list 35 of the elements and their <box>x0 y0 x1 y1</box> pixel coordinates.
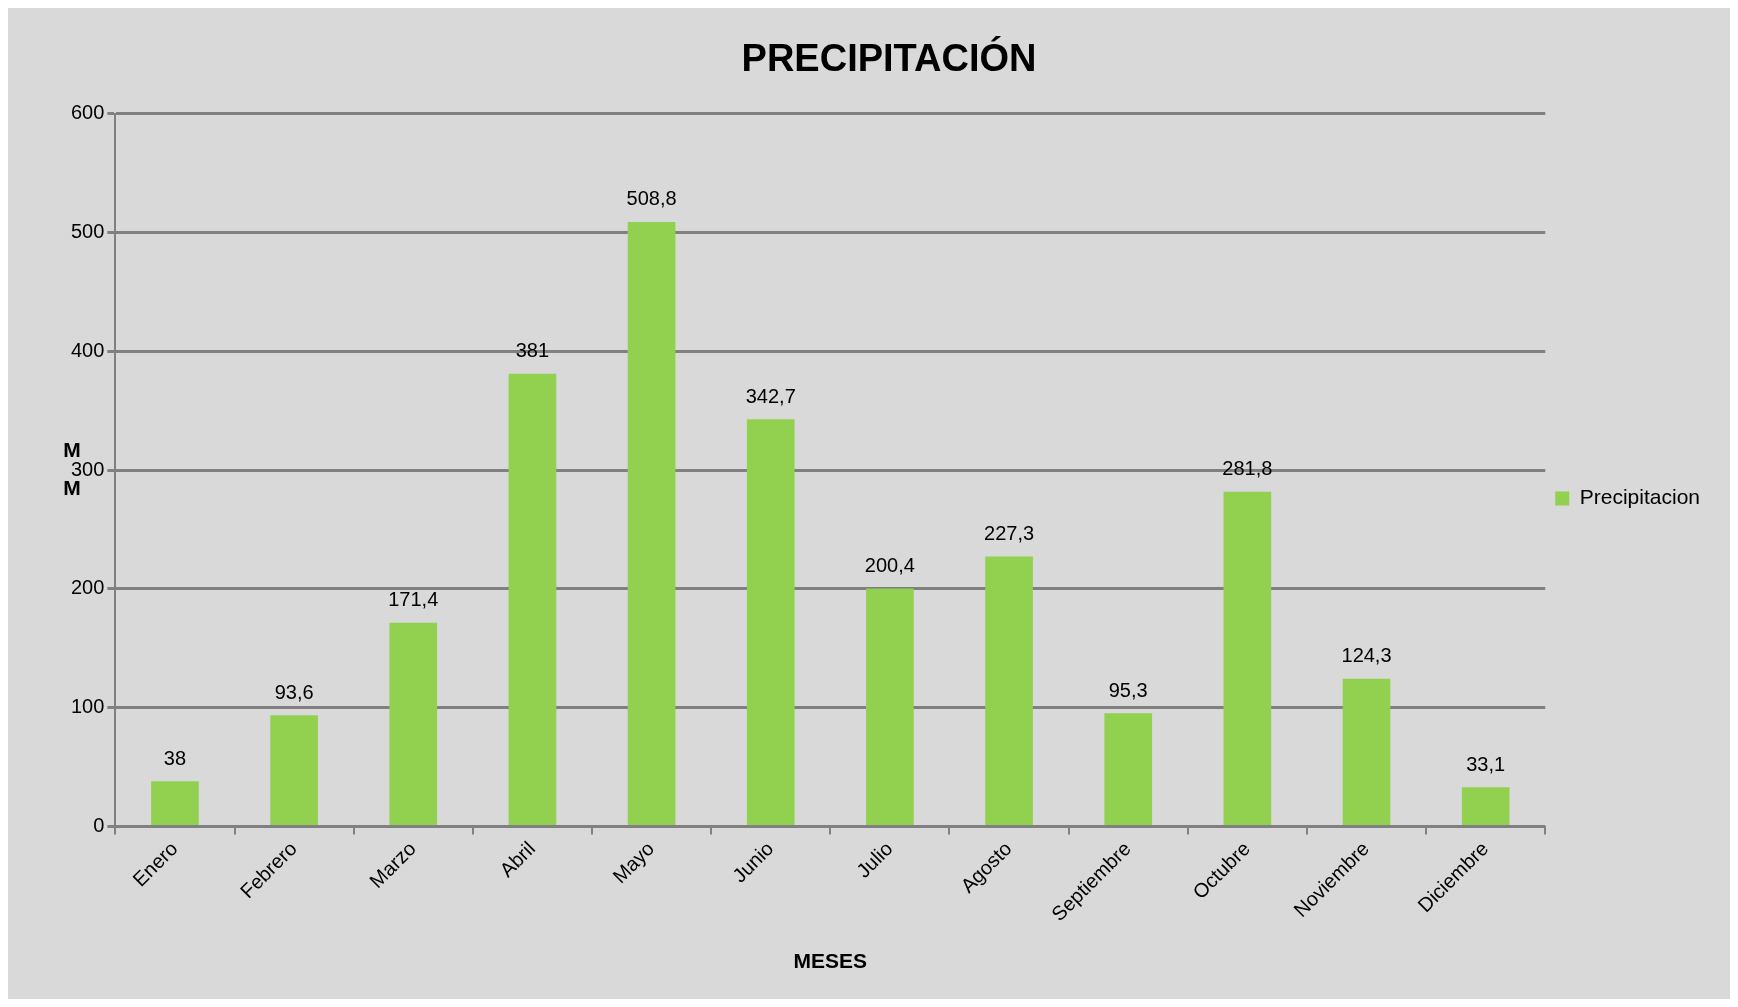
legend-label: Precipitacion <box>1579 485 1701 509</box>
data-label: 171,4 <box>388 588 439 611</box>
y-tick-label: 0 <box>93 814 105 837</box>
bar <box>1104 713 1153 826</box>
data-label: 281,8 <box>1222 457 1273 480</box>
data-label: 33,1 <box>1466 752 1506 775</box>
x-axis-title: MESES <box>793 949 868 973</box>
data-label: 381 <box>515 339 550 362</box>
bar <box>389 622 438 826</box>
data-label: 95,3 <box>1108 678 1148 701</box>
bar <box>627 221 676 826</box>
bar <box>985 556 1033 826</box>
data-label: 124,3 <box>1341 644 1392 667</box>
bar <box>151 781 199 826</box>
y-tick-label: 300 <box>70 457 105 480</box>
bar <box>1223 491 1272 826</box>
y-tick-label: 100 <box>70 695 105 718</box>
y-tick-label: 500 <box>70 219 105 242</box>
chart-title: PRECIPITACIÓN <box>741 36 1037 80</box>
data-label: 342,7 <box>745 384 796 407</box>
bar <box>1342 678 1391 826</box>
bar <box>508 373 557 826</box>
bar <box>866 588 914 826</box>
y-tick-label: 600 <box>70 101 105 124</box>
x-tick-label: Julio <box>851 837 897 882</box>
data-label: 227,3 <box>984 521 1035 544</box>
bar <box>746 419 795 826</box>
data-label: 508,8 <box>626 187 677 210</box>
bar <box>270 715 318 826</box>
y-tick-label: 400 <box>70 338 105 361</box>
bar <box>1461 787 1510 826</box>
y-tick-label: 200 <box>70 576 105 599</box>
data-label: 200,4 <box>864 553 915 576</box>
data-label: 38 <box>163 746 187 769</box>
data-label: 93,6 <box>274 680 314 703</box>
